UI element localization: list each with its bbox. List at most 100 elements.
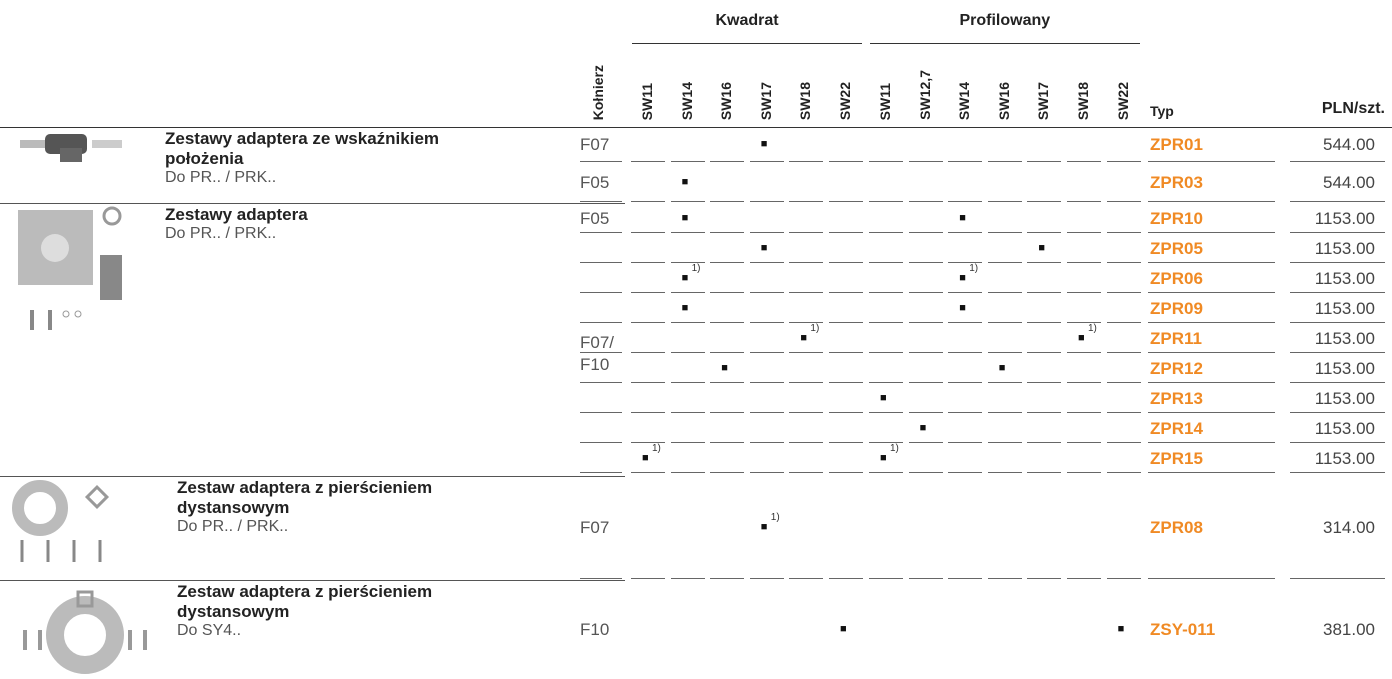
cell-rule: [869, 382, 903, 383]
cell-rule: [710, 232, 745, 233]
mark: ■: [880, 452, 887, 464]
footnote: 1): [691, 263, 701, 274]
cell-rule: [710, 382, 745, 383]
cell-rule: [1106, 472, 1141, 473]
product-title: Zestawy adaptera ze wskaźnikiem położeni…: [165, 129, 440, 168]
column-header: SW18: [1075, 81, 1091, 120]
price: 1153.00: [1314, 208, 1375, 228]
cell-rule: [829, 578, 863, 579]
mark: ■: [642, 452, 649, 464]
cell-rule: [1027, 232, 1062, 233]
product-title: Zestaw adaptera z pierścieniem dystansow…: [177, 478, 433, 517]
footnote: 1): [770, 512, 780, 523]
cell-rule: [1148, 292, 1275, 293]
price: 314.00: [1323, 518, 1375, 537]
cell-rule: [829, 322, 863, 323]
cell-rule: [670, 232, 705, 233]
mark: ■: [1038, 242, 1046, 254]
cell-rule: [710, 262, 745, 263]
cell-rule: [749, 322, 784, 323]
cell-rule: [1290, 578, 1385, 579]
price: 1153.00: [1314, 449, 1375, 468]
mark: ■: [880, 392, 887, 404]
cell-rule: [670, 262, 705, 263]
product-subtitle: Do SY4..: [177, 622, 242, 639]
cell-rule: [789, 578, 824, 579]
cell-rule: [829, 472, 863, 473]
type-code: ZPR08: [1150, 518, 1203, 537]
cell-rule: [670, 472, 705, 473]
column-header: SW12,7: [916, 70, 933, 120]
cell-rule: [749, 262, 784, 263]
type-code: ZPR09: [1150, 299, 1203, 318]
cell-rule: [908, 201, 943, 202]
column-header: SW17: [757, 81, 774, 120]
cell-rule: [1148, 201, 1275, 202]
cell-rule: [789, 442, 824, 443]
cell-rule: [869, 472, 903, 473]
cell-rule: [580, 161, 622, 162]
cell-rule: [948, 412, 983, 413]
mark: ■: [760, 521, 768, 533]
cell-rule: [829, 412, 863, 413]
cell-rule: [1067, 292, 1101, 293]
cell-rule: [948, 232, 983, 233]
mark: ■: [919, 422, 927, 434]
type-code: ZPR01: [1150, 135, 1203, 154]
cell-rule: [789, 262, 824, 263]
cell-rule: [1290, 322, 1385, 323]
cell-rule: [1106, 412, 1141, 413]
column-header: SW22: [1114, 81, 1131, 120]
cell-rule: [749, 352, 784, 353]
cell-rule: [1290, 161, 1385, 162]
column-header: SW14: [956, 81, 973, 120]
cell-rule: [1067, 472, 1101, 473]
cell-rule: [1027, 292, 1062, 293]
footnote: 1): [969, 263, 979, 274]
price: 1153.00: [1314, 329, 1375, 348]
cell-rule: [869, 322, 903, 323]
column-header: Kołnierz: [590, 64, 606, 120]
cell-rule: [1067, 322, 1101, 323]
price: 1153.00: [1314, 269, 1375, 288]
group-header-rule: [632, 43, 862, 44]
cell-rule: [580, 292, 622, 293]
cell-rule: [1027, 352, 1062, 353]
cell-rule: [631, 232, 665, 233]
cell-rule: [670, 352, 705, 353]
cell-rule: [580, 442, 622, 443]
cell-rule: [869, 412, 903, 413]
cell-rule: [1067, 412, 1101, 413]
flange: F07: [580, 135, 610, 154]
cell-rule: [631, 292, 665, 293]
cell-rule: [908, 412, 943, 413]
cell-rule: [869, 292, 903, 293]
cell-rule: [1027, 472, 1062, 473]
cell-rule: [948, 161, 983, 162]
cell-rule: [1067, 161, 1101, 162]
cell-rule: [1290, 262, 1385, 263]
cell-rule: [631, 472, 665, 473]
cell-rule: [1106, 262, 1141, 263]
cell-rule: [869, 262, 903, 263]
cell-rule: [749, 201, 784, 202]
group-rule: [0, 476, 625, 477]
cell-rule: [829, 352, 863, 353]
type-code: ZPR15: [1150, 449, 1203, 468]
price: 1153.00: [1314, 359, 1375, 378]
cell-rule: [948, 352, 983, 353]
cell-rule: [710, 322, 745, 323]
flange: F10: [580, 619, 610, 639]
cell-rule: [710, 472, 745, 473]
cell-rule: [908, 382, 943, 383]
cell-rule: [1027, 161, 1062, 162]
cell-rule: [710, 201, 745, 202]
cell-rule: [1148, 232, 1275, 233]
product-subtitle: Do PR.. / PRK..: [177, 518, 289, 535]
cell-rule: [987, 472, 1022, 473]
cell-rule: [829, 442, 863, 443]
cell-rule: [948, 442, 983, 443]
footnote: 1): [1088, 323, 1097, 334]
cell-rule: [1027, 322, 1062, 323]
cell-rule: [631, 322, 665, 323]
